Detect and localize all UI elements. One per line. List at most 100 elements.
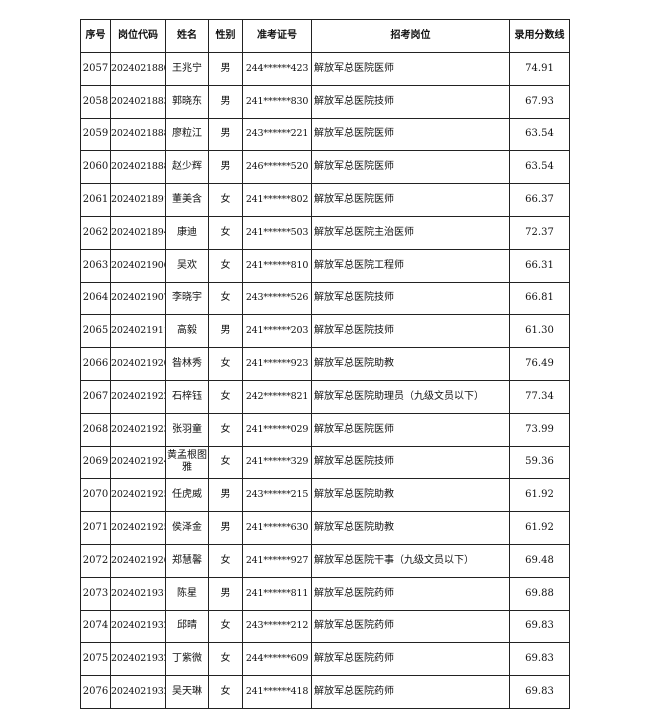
- header-gender: 性别: [208, 19, 243, 53]
- exam-id-cell: 241******329: [242, 445, 312, 480]
- exam-id-cell: 244******423: [242, 52, 312, 86]
- seq-cell: 2069: [80, 445, 111, 480]
- post-code-cell: 2024021932: [110, 642, 166, 677]
- name-cell: 黄孟根图雅: [165, 445, 209, 480]
- gender-cell: 男: [208, 478, 243, 513]
- post-code-cell: 2024021894: [110, 215, 166, 250]
- name-cell: 侯泽金: [165, 511, 209, 545]
- seq-cell: 2072: [80, 543, 111, 578]
- name-cell: 吴欢: [165, 248, 209, 283]
- table-row: 2062 2024021894 康迪女 241******503 解放军总医院主治医师 7…: [80, 215, 570, 250]
- table-row: 2073 2024021931 陈星男 241******811 解放军总医院药师 69.…: [80, 576, 570, 611]
- post-cell: 解放军总医院医师: [311, 52, 510, 86]
- table-row: 2058 2024021883 郭晓东男 241******830 解放军总医院技师 67…: [80, 84, 570, 119]
- post-code-cell: 2024021925: [110, 511, 166, 545]
- score-cell: 77.34: [509, 379, 570, 414]
- post-cell: 解放军总医院主治医师: [311, 215, 510, 250]
- name-cell: 昝林秀: [165, 347, 209, 381]
- table-row: 2059 2024021888 廖粒江男 243******221 解放军总医院医师 63…: [80, 117, 570, 152]
- exam-id-cell: 241******418: [242, 675, 312, 709]
- score-cell: 63.54: [509, 150, 570, 185]
- seq-cell: 2071: [80, 511, 111, 545]
- score-cell: 69.83: [509, 675, 570, 709]
- gender-cell: 男: [208, 84, 243, 119]
- seq-cell: 2062: [80, 215, 111, 250]
- seq-cell: 2060: [80, 150, 111, 185]
- score-cell: 66.81: [509, 281, 570, 316]
- gender-cell: 女: [208, 347, 243, 381]
- gender-cell: 男: [208, 576, 243, 611]
- header-seq: 序号: [80, 19, 111, 53]
- exam-id-cell: 243******221: [242, 117, 312, 152]
- name-cell: 任虎威: [165, 478, 209, 513]
- seq-cell: 2061: [80, 183, 111, 217]
- post-cell: 解放军总医院技师: [311, 84, 510, 119]
- name-cell: 郭晓东: [165, 84, 209, 119]
- name-cell: 张羽童: [165, 412, 209, 447]
- table-row: 2075 2024021932 丁紫微女 244******609 解放军总医院药师 69…: [80, 642, 570, 677]
- score-cell: 72.37: [509, 215, 570, 250]
- post-cell: 解放军总医院药师: [311, 675, 510, 709]
- seq-cell: 2057: [80, 52, 111, 86]
- gender-cell: 女: [208, 215, 243, 250]
- gender-cell: 女: [208, 379, 243, 414]
- score-cell: 67.93: [509, 84, 570, 119]
- gender-cell: 女: [208, 543, 243, 578]
- table-row: 2068 2024021923 张羽童女 241******029 解放军总医院医师 73…: [80, 412, 570, 447]
- exam-id-cell: 241******802: [242, 183, 312, 217]
- gender-cell: 男: [208, 511, 243, 545]
- table-row: 2069 2024021924 黄孟根图雅女 241******329 解放军总医院技师…: [80, 445, 570, 480]
- score-cell: 69.83: [509, 609, 570, 644]
- post-cell: 解放军总医院药师: [311, 576, 510, 611]
- table-row: 2071 2024021925 侯泽金男 241******630 解放军总医院助教 61…: [80, 511, 570, 545]
- post-cell: 解放军总医院助教: [311, 478, 510, 513]
- score-cell: 63.54: [509, 117, 570, 152]
- gender-cell: 女: [208, 281, 243, 316]
- post-code-cell: 2024021880: [110, 52, 166, 86]
- table-row: 2064 2024021907 李晓宇女 243******526 解放军总医院技师 66…: [80, 281, 570, 316]
- post-code-cell: 2024021891: [110, 183, 166, 217]
- gender-cell: 女: [208, 412, 243, 447]
- seq-cell: 2063: [80, 248, 111, 283]
- seq-cell: 2074: [80, 609, 111, 644]
- header-score: 录用分数线: [509, 19, 570, 53]
- table-row: 2072 2024021926 郑慧馨女 241******927 解放军总医院干事（九…: [80, 543, 570, 578]
- table-row: 2066 2024021920 昝林秀女 241******923 解放军总医院助教 76…: [80, 347, 570, 381]
- header-exam-id: 准考证号: [242, 19, 312, 53]
- score-cell: 66.31: [509, 248, 570, 283]
- post-code-cell: 2024021888: [110, 117, 166, 152]
- exam-id-cell: 241******630: [242, 511, 312, 545]
- table-row: 2076 2024021932 吴天琳女 241******418 解放军总医院药师 69…: [80, 675, 570, 709]
- table-row: 2070 2024021925 任虎威男 243******215 解放军总医院助教 61…: [80, 478, 570, 513]
- post-cell: 解放军总医院工程师: [311, 248, 510, 283]
- seq-cell: 2065: [80, 314, 111, 349]
- score-cell: 73.99: [509, 412, 570, 447]
- score-cell: 61.30: [509, 314, 570, 349]
- post-cell: 解放军总医院医师: [311, 412, 510, 447]
- post-cell: 解放军总医院技师: [311, 445, 510, 480]
- seq-cell: 2067: [80, 379, 111, 414]
- gender-cell: 女: [208, 183, 243, 217]
- exam-id-cell: 241******811: [242, 576, 312, 611]
- post-cell: 解放军总医院技师: [311, 281, 510, 316]
- exam-id-cell: 241******203: [242, 314, 312, 349]
- exam-id-cell: 242******821: [242, 379, 312, 414]
- gender-cell: 男: [208, 150, 243, 185]
- name-cell: 郑慧馨: [165, 543, 209, 578]
- post-code-cell: 2024021932: [110, 675, 166, 709]
- table-row: 2063 2024021906 吴欢女 241******810 解放军总医院工程师 66…: [80, 248, 570, 283]
- gender-cell: 女: [208, 445, 243, 480]
- seq-cell: 2076: [80, 675, 111, 709]
- exam-id-cell: 241******503: [242, 215, 312, 250]
- post-cell: 解放军总医院助教: [311, 511, 510, 545]
- table-body: 2057 2024021880 王兆宁男 244******423 解放军总医院医师 74…: [80, 52, 570, 709]
- table-row: 2057 2024021880 王兆宁男 244******423 解放军总医院医师 74…: [80, 52, 570, 86]
- seq-cell: 2066: [80, 347, 111, 381]
- name-cell: 丁紫微: [165, 642, 209, 677]
- post-code-cell: 2024021907: [110, 281, 166, 316]
- post-code-cell: 2024021932: [110, 609, 166, 644]
- post-code-cell: 2024021883: [110, 84, 166, 119]
- seq-cell: 2059: [80, 117, 111, 152]
- seq-cell: 2070: [80, 478, 111, 513]
- name-cell: 董美含: [165, 183, 209, 217]
